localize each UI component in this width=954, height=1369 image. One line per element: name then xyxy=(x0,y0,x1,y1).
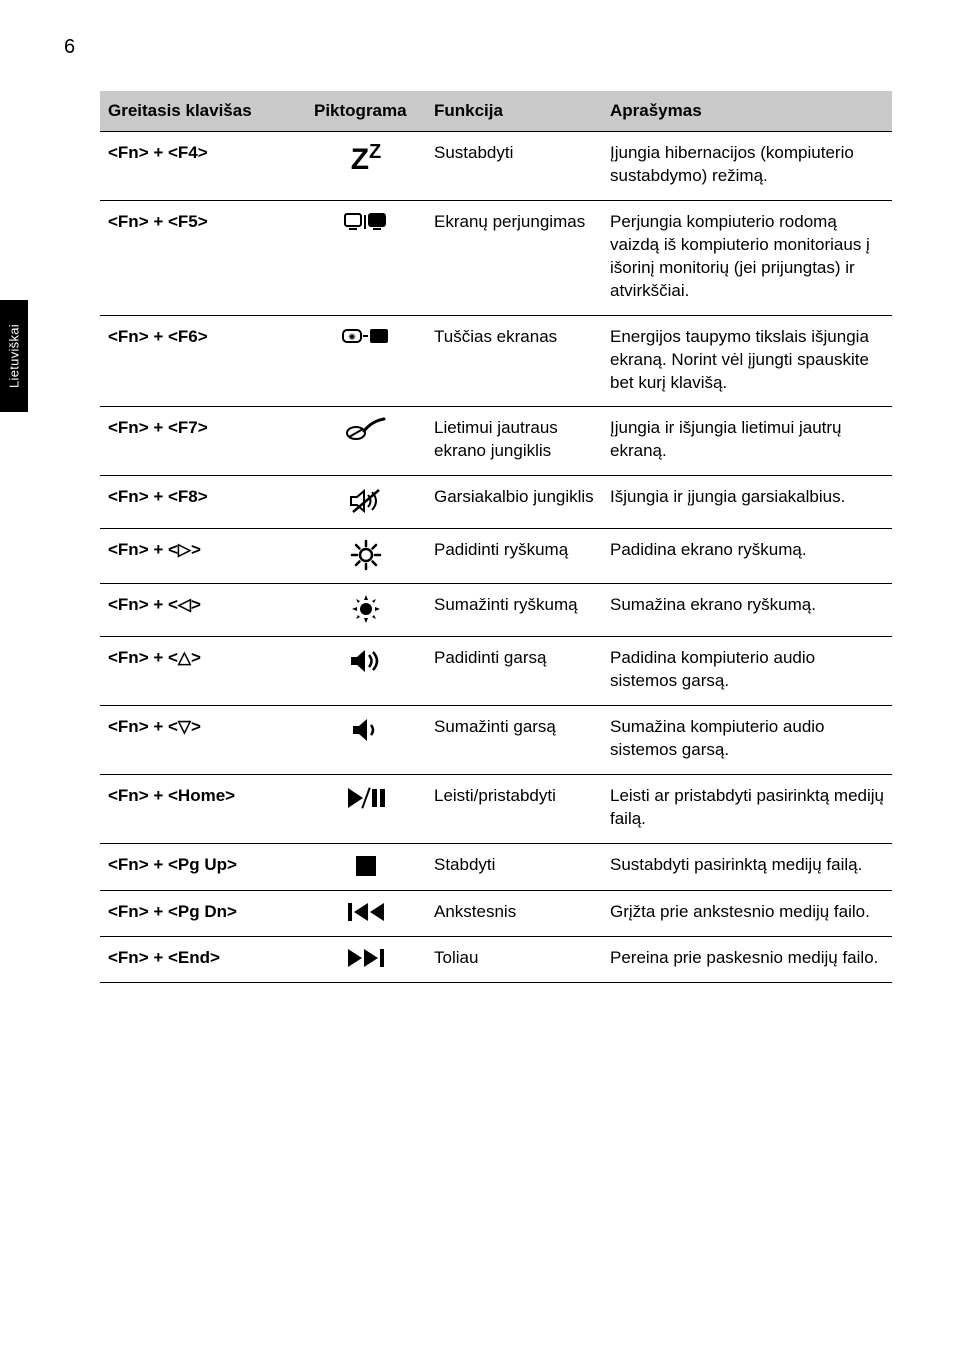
stop-icon xyxy=(354,854,378,878)
cell-key: <Fn> + <F7> xyxy=(100,407,306,476)
cell-fn: Tuščias ekranas xyxy=(426,315,602,407)
table-row: <Fn> + <F8> Garsiakalbio jungiklis Išjun… xyxy=(100,476,892,529)
cell-desc: Perjungia kompiuterio rodomą vaizdą iš k… xyxy=(602,200,892,315)
header-fn: Funkcija xyxy=(426,91,602,132)
cell-icon xyxy=(306,775,426,844)
cell-fn: Sumažinti ryškumą xyxy=(426,584,602,637)
cell-key: <Fn> + <F5> xyxy=(100,200,306,315)
cell-desc: Padidina ekrano ryškumą. xyxy=(602,529,892,584)
cell-desc: Padidina kompiuterio audio sistemos gars… xyxy=(602,637,892,706)
cell-desc: Energijos taupymo tikslais išjungia ekra… xyxy=(602,315,892,407)
speaker-mute-icon xyxy=(349,486,383,516)
cell-desc: Išjungia ir įjungia garsiakalbius. xyxy=(602,476,892,529)
table-row: <Fn> + <F7> Lietimui jautraus ekrano jun… xyxy=(100,407,892,476)
table-row: <Fn> + <F5> Ekranų perjungimas Perjungia… xyxy=(100,200,892,315)
cell-desc: Sumažina kompiuterio audio sistemos gars… xyxy=(602,706,892,775)
cell-icon xyxy=(306,843,426,890)
volume-up-icon xyxy=(349,647,383,675)
header-icon: Piktograma xyxy=(306,91,426,132)
blank-screen-icon: ✺ xyxy=(342,326,390,348)
cell-key: <Fn> + <F6> xyxy=(100,315,306,407)
table-row: <Fn> + <Home> Leisti/pristabdyti Leisti … xyxy=(100,775,892,844)
brightness-up-icon xyxy=(350,539,382,571)
cell-desc: Sustabdyti pasirinktą medijų failą. xyxy=(602,843,892,890)
cell-fn: Padidinti garsą xyxy=(426,637,602,706)
cell-fn: Leisti/pristabdyti xyxy=(426,775,602,844)
cell-key: <Fn> + <Home> xyxy=(100,775,306,844)
cell-key: <Fn> + <Pg Dn> xyxy=(100,890,306,936)
cell-desc: Įjungia ir išjungia lietimui jautrų ekra… xyxy=(602,407,892,476)
header-desc: Aprašymas xyxy=(602,91,892,132)
cell-desc: Grįžta prie ankstesnio medijų failo. xyxy=(602,890,892,936)
cell-icon: ✺ xyxy=(306,315,426,407)
table-header-row: Greitasis klavišas Piktograma Funkcija A… xyxy=(100,91,892,132)
cell-key: <Fn> + <End> xyxy=(100,936,306,982)
table-row: <Fn> + <▽> Sumažinti garsą Sumažina komp… xyxy=(100,706,892,775)
table-row: <Fn> + <F4> ZZ Sustabdyti Įjungia hibern… xyxy=(100,132,892,201)
cell-fn: Toliau xyxy=(426,936,602,982)
table-row: <Fn> + <End> Toliau Pereina prie paskesn… xyxy=(100,936,892,982)
cell-fn: Padidinti ryškumą xyxy=(426,529,602,584)
cell-desc: Leisti ar pristabdyti pasirinktą medijų … xyxy=(602,775,892,844)
cell-icon xyxy=(306,706,426,775)
cell-fn: Lietimui jautraus ekrano jungiklis xyxy=(426,407,602,476)
cell-desc: Pereina prie paskesnio medijų failo. xyxy=(602,936,892,982)
cell-icon xyxy=(306,476,426,529)
table-row: <Fn> + <Pg Dn> Ankstesnis Grįžta prie an… xyxy=(100,890,892,936)
next-icon xyxy=(346,947,386,969)
page: 6 Lietuviškai Greitasis klavišas Piktogr… xyxy=(0,0,954,1369)
sleep-icon: ZZ xyxy=(351,143,382,176)
cell-fn: Stabdyti xyxy=(426,843,602,890)
cell-icon xyxy=(306,890,426,936)
table-row: <Fn> + <△> Padidinti garsą Padidina komp… xyxy=(100,637,892,706)
brightness-down-icon xyxy=(351,594,381,624)
cell-fn: Sustabdyti xyxy=(426,132,602,201)
cell-fn: Garsiakalbio jungiklis xyxy=(426,476,602,529)
header-key: Greitasis klavišas xyxy=(100,91,306,132)
cell-icon xyxy=(306,407,426,476)
play-pause-icon xyxy=(346,785,386,811)
cell-key: <Fn> + <F4> xyxy=(100,132,306,201)
cell-key: <Fn> + <F8> xyxy=(100,476,306,529)
previous-icon xyxy=(346,901,386,923)
hotkeys-table: Greitasis klavišas Piktograma Funkcija A… xyxy=(100,91,892,983)
svg-text:✺: ✺ xyxy=(348,332,356,342)
cell-fn: Ekranų perjungimas xyxy=(426,200,602,315)
page-number: 6 xyxy=(64,36,75,59)
table-row: <Fn> + <Pg Up> Stabdyti Sustabdyti pasir… xyxy=(100,843,892,890)
cell-desc: Įjungia hibernacijos (kompiuterio sustab… xyxy=(602,132,892,201)
cell-icon: ZZ xyxy=(306,132,426,201)
side-tab: Lietuviškai xyxy=(0,300,28,412)
table-row: <Fn> + <▷> xyxy=(100,529,892,584)
cell-icon xyxy=(306,637,426,706)
cell-fn: Sumažinti garsą xyxy=(426,706,602,775)
cell-key: <Fn> + <▷> xyxy=(100,529,306,584)
cell-icon xyxy=(306,936,426,982)
cell-key: <Fn> + <▽> xyxy=(100,706,306,775)
cell-desc: Sumažina ekrano ryškumą. xyxy=(602,584,892,637)
table-row: <Fn> + <◁> xyxy=(100,584,892,637)
cell-icon xyxy=(306,200,426,315)
cell-key: <Fn> + <Pg Up> xyxy=(100,843,306,890)
cell-icon xyxy=(306,529,426,584)
cell-key: <Fn> + <△> xyxy=(100,637,306,706)
cell-fn: Ankstesnis xyxy=(426,890,602,936)
display-switch-icon xyxy=(344,211,388,235)
cell-key: <Fn> + <◁> xyxy=(100,584,306,637)
touchscreen-icon xyxy=(346,417,386,441)
cell-icon xyxy=(306,584,426,637)
volume-down-icon xyxy=(351,716,381,744)
table-row: <Fn> + <F6> ✺ Tuščias ekranas Energijos … xyxy=(100,315,892,407)
